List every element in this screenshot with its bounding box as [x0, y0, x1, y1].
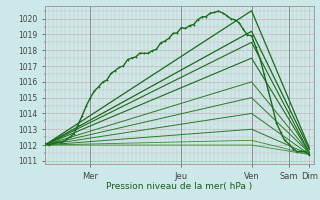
X-axis label: Pression niveau de la mer( hPa ): Pression niveau de la mer( hPa ) [106, 182, 252, 191]
